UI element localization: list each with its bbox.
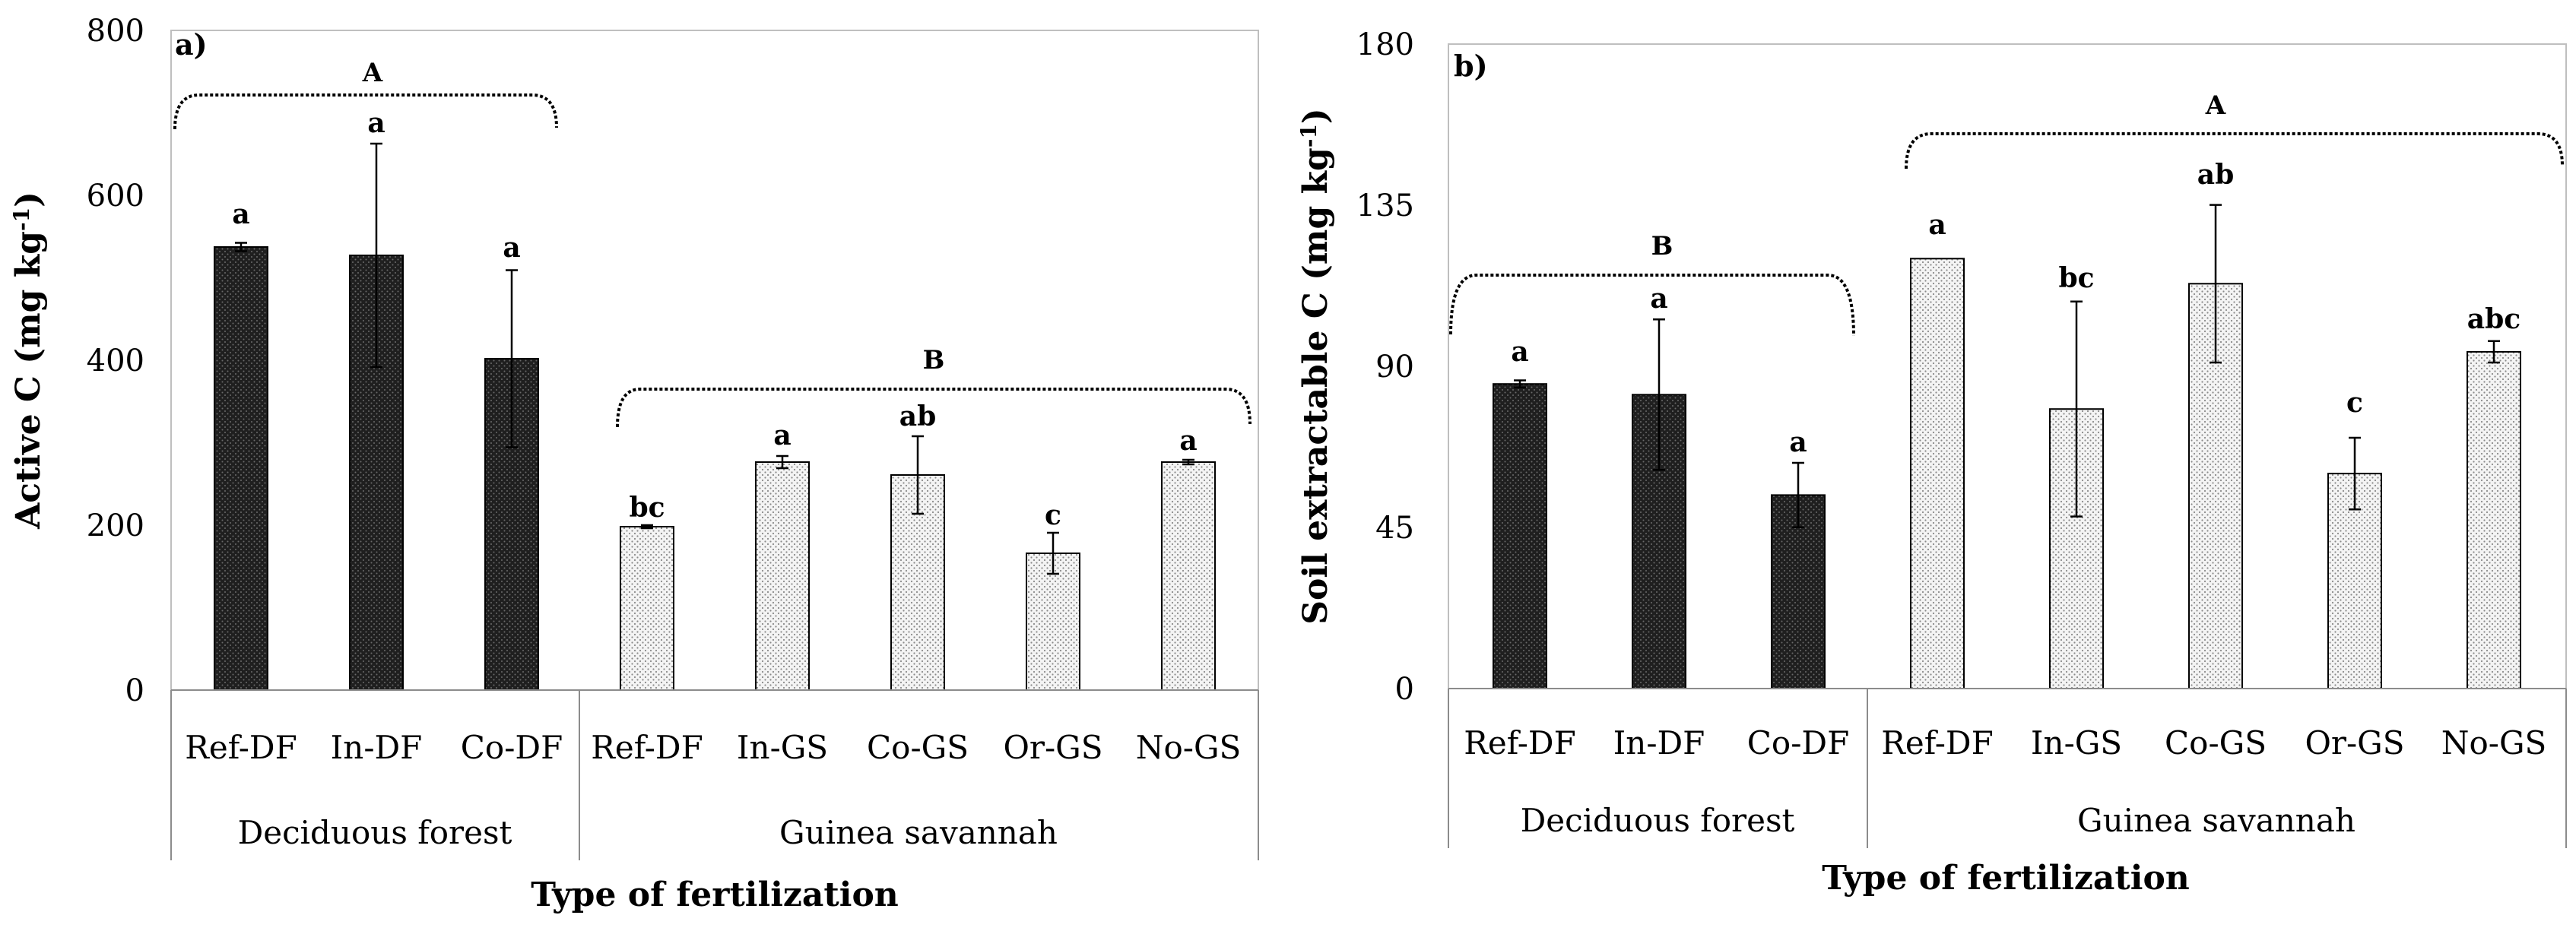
panel-label: b) xyxy=(1454,49,1488,83)
significance-letter: a xyxy=(1928,209,1946,241)
error-bar xyxy=(641,524,653,530)
y-tick-label: 90 xyxy=(1375,350,1414,385)
group-bracket xyxy=(1449,274,1855,337)
group-bracket-letter: A xyxy=(2205,90,2226,121)
x-tick-label: Or-GS xyxy=(1003,729,1102,766)
y-tick-label: 180 xyxy=(1356,27,1414,62)
error-bar xyxy=(2070,300,2083,518)
y-axis-title: Soil extractable C (mg kg-1) xyxy=(1296,108,1335,625)
x-tick-label: Ref-DF xyxy=(185,729,297,766)
x-tick-label: Ref-DF xyxy=(1881,724,1994,762)
x-axis-title: Type of fertilization xyxy=(531,876,899,914)
x-tick-label: In-GS xyxy=(737,729,828,766)
x-tick-label: Co-DF xyxy=(1747,724,1849,762)
error-bar xyxy=(235,242,247,252)
significance-letter: a xyxy=(367,107,385,139)
error-bar xyxy=(506,269,518,448)
error-bar xyxy=(1653,318,1665,471)
error-bar xyxy=(912,435,924,515)
significance-letters: a a a bc a ab c a xyxy=(232,107,1197,531)
x-group-label: Guinea savannah xyxy=(779,814,1058,851)
bar xyxy=(755,461,810,691)
x-tick-label: No-GS xyxy=(1136,729,1242,766)
x-group-label: Deciduous forest xyxy=(1521,802,1795,839)
significance-letter: ab xyxy=(899,401,937,432)
error-bars xyxy=(1514,204,2500,529)
chart-panel-b: b) 0 45 90 135 180 Soil extractable C (m… xyxy=(1296,27,2567,898)
error-bar xyxy=(2488,340,2500,364)
significance-letter: c xyxy=(2346,387,2363,419)
error-bar xyxy=(1514,379,1526,389)
x-tick-label: In-DF xyxy=(1613,724,1705,762)
x-tick-label: Or-GS xyxy=(2305,724,2404,762)
significance-letter: a xyxy=(1789,426,1807,458)
y-tick-label: 45 xyxy=(1375,511,1414,546)
y-tick-label: 600 xyxy=(87,179,144,214)
error-bar xyxy=(1182,458,1194,466)
x-tick-label: Co-GS xyxy=(2165,724,2267,762)
bar xyxy=(2467,350,2521,689)
bars xyxy=(1493,258,2521,690)
x-tick-label: No-GS xyxy=(2441,724,2547,762)
error-bar xyxy=(1047,531,1059,575)
x-tick-label: Ref-DF xyxy=(1464,724,1576,762)
error-bar xyxy=(2210,204,2222,364)
group-bracket-letter: B xyxy=(1651,231,1673,261)
error-bars xyxy=(235,142,1194,575)
x-tick-label: In-DF xyxy=(331,729,423,766)
significance-letter: a xyxy=(232,198,249,230)
error-bar xyxy=(1792,461,1804,529)
group-brackets: A B xyxy=(173,58,1252,428)
x-axis: Ref-DF In-DF Co-DF Ref-DF In-GS Co-GS Or… xyxy=(1448,688,2567,898)
x-tick-label: Co-DF xyxy=(461,729,563,766)
significance-letter: a xyxy=(1511,336,1528,368)
bar xyxy=(214,246,268,691)
significance-letter: c xyxy=(1045,499,1061,531)
significance-letter: a xyxy=(1179,425,1197,457)
bar xyxy=(1910,258,1965,689)
y-tick-label: 200 xyxy=(87,508,144,543)
significance-letter: a xyxy=(503,232,520,264)
panel-label: a) xyxy=(175,27,208,62)
y-axis-title: Active C (mg kg-1) xyxy=(9,192,48,530)
bar xyxy=(1493,383,1547,689)
y-tick-label: 135 xyxy=(1356,188,1414,223)
y-tick-label: 0 xyxy=(1395,672,1414,707)
plot-area-border xyxy=(1448,43,2567,689)
x-group-label: Deciduous forest xyxy=(238,814,512,851)
bar xyxy=(1026,553,1080,691)
x-axis-title: Type of fertilization xyxy=(1822,859,2190,898)
x-tick-label: Co-GS xyxy=(867,729,969,766)
group-bracket xyxy=(1905,132,2564,169)
group-bracket-letter: B xyxy=(923,345,945,375)
bar xyxy=(1161,461,1216,691)
y-tick-label: 400 xyxy=(87,344,144,378)
chart-panel-a: a) 0 200 400 600 800 Active C (mg kg-1) xyxy=(9,14,1259,914)
error-bar xyxy=(2349,436,2361,511)
significance-letter: a xyxy=(773,420,791,451)
x-axis: Ref-DF In-DF Co-DF Ref-DF In-GS Co-GS Or… xyxy=(170,689,1259,914)
y-tick-label: 0 xyxy=(125,673,144,708)
significance-letter: abc xyxy=(2467,303,2520,335)
x-tick-label: Ref-DF xyxy=(591,729,703,766)
error-bar xyxy=(370,142,382,369)
group-bracket-letter: A xyxy=(362,58,383,88)
significance-letter: bc xyxy=(629,492,665,524)
group-bracket xyxy=(173,93,558,130)
bars xyxy=(214,246,1216,691)
group-brackets: B A xyxy=(1449,90,2564,337)
y-tick-label: 800 xyxy=(87,14,144,49)
significance-letter: bc xyxy=(2058,262,2094,294)
error-bar xyxy=(776,454,788,470)
significance-letters: a a a a bc ab c abc xyxy=(1511,159,2520,458)
x-group-label: Guinea savannah xyxy=(2077,802,2356,839)
significance-letter: ab xyxy=(2197,159,2235,191)
significance-letter: a xyxy=(1650,283,1667,315)
plot-area-border xyxy=(170,30,1259,691)
x-tick-label: In-GS xyxy=(2031,724,2122,762)
group-bracket xyxy=(616,388,1252,428)
bar xyxy=(620,526,674,691)
